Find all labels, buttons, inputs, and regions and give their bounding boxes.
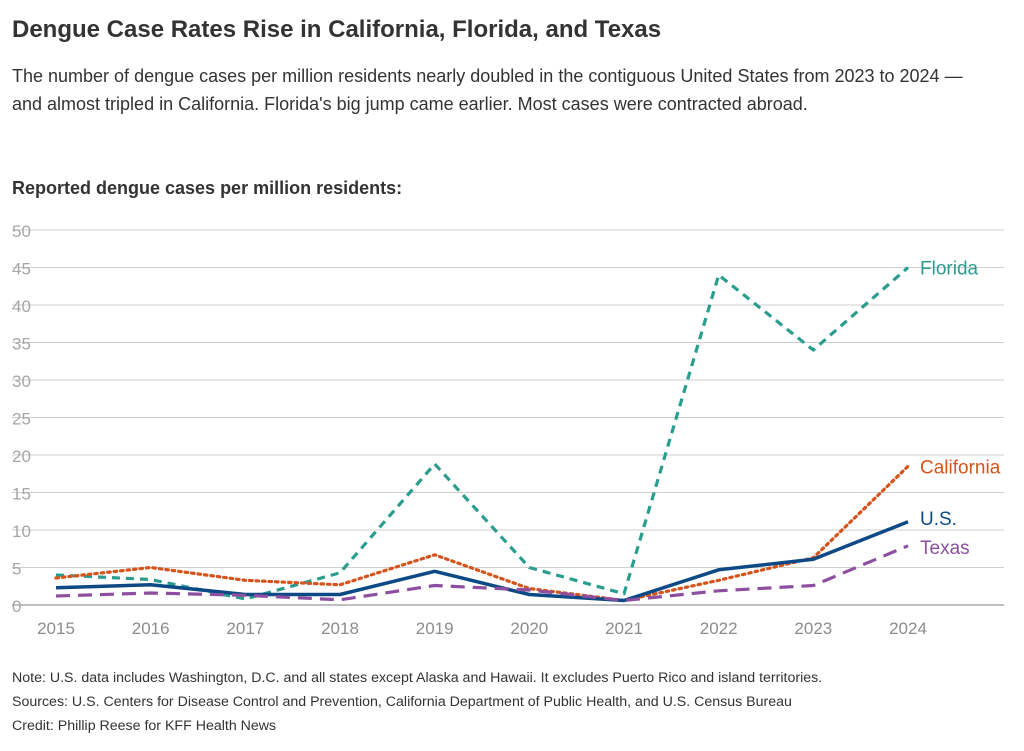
series-labels: Florida California U.S. Texas [920, 259, 1001, 559]
y-tick-label: 35 [12, 335, 31, 354]
x-axis-ticks: 2015 2016 2017 2018 2019 2020 2021 2022 2023 2024 [37, 619, 927, 638]
x-tick-label: 2022 [700, 619, 738, 638]
credit-text: Credit: Phillip Reese for KFF Health New… [12, 718, 277, 734]
y-tick-label: 30 [12, 372, 31, 391]
series-lines [54, 266, 910, 603]
y-tick-label: 0 [12, 597, 21, 616]
sources-text: Sources: U.S. Centers for Disease Contro… [12, 694, 792, 710]
note-text: Note: U.S. data includes Washington, D.C… [12, 670, 823, 686]
x-tick-label: 2016 [132, 619, 170, 638]
series-line-u-s [55, 520, 909, 603]
x-tick-label: 2021 [605, 619, 643, 638]
chart-title: Dengue Case Rates Rise in California, Fl… [12, 16, 662, 43]
y-tick-label: 5 [12, 560, 21, 579]
y-tick-label: 10 [12, 522, 31, 541]
y-tick-label: 45 [12, 260, 31, 279]
chart-heading: Reported dengue cases per million reside… [12, 178, 403, 198]
series-label: Texas [920, 538, 970, 559]
y-tick-label: 15 [12, 485, 31, 504]
x-tick-label: 2018 [321, 619, 359, 638]
y-tick-label: 25 [12, 410, 31, 429]
x-tick-label: 2015 [37, 619, 75, 638]
y-axis-ticks: 0 5 10 15 20 25 30 35 40 45 50 [12, 222, 31, 616]
x-tick-label: 2023 [794, 619, 832, 638]
y-tick-label: 40 [12, 297, 31, 316]
series-line-texas [55, 544, 909, 603]
series-label: California [920, 457, 1001, 478]
y-tick-label: 20 [12, 447, 31, 466]
footnotes: Note: U.S. data includes Washington, D.C… [12, 666, 1012, 738]
series-label: U.S. [920, 509, 957, 530]
y-tick-label: 50 [12, 222, 31, 241]
chart-subtitle: The number of dengue cases per million r… [12, 66, 963, 114]
series-line-florida [55, 266, 910, 601]
x-tick-label: 2020 [510, 619, 548, 638]
gridlines [12, 229, 1004, 606]
x-tick-label: 2024 [889, 619, 927, 638]
x-tick-label: 2017 [226, 619, 264, 638]
series-line-california [54, 464, 910, 603]
series-label: Florida [920, 259, 979, 280]
x-tick-label: 2019 [416, 619, 454, 638]
